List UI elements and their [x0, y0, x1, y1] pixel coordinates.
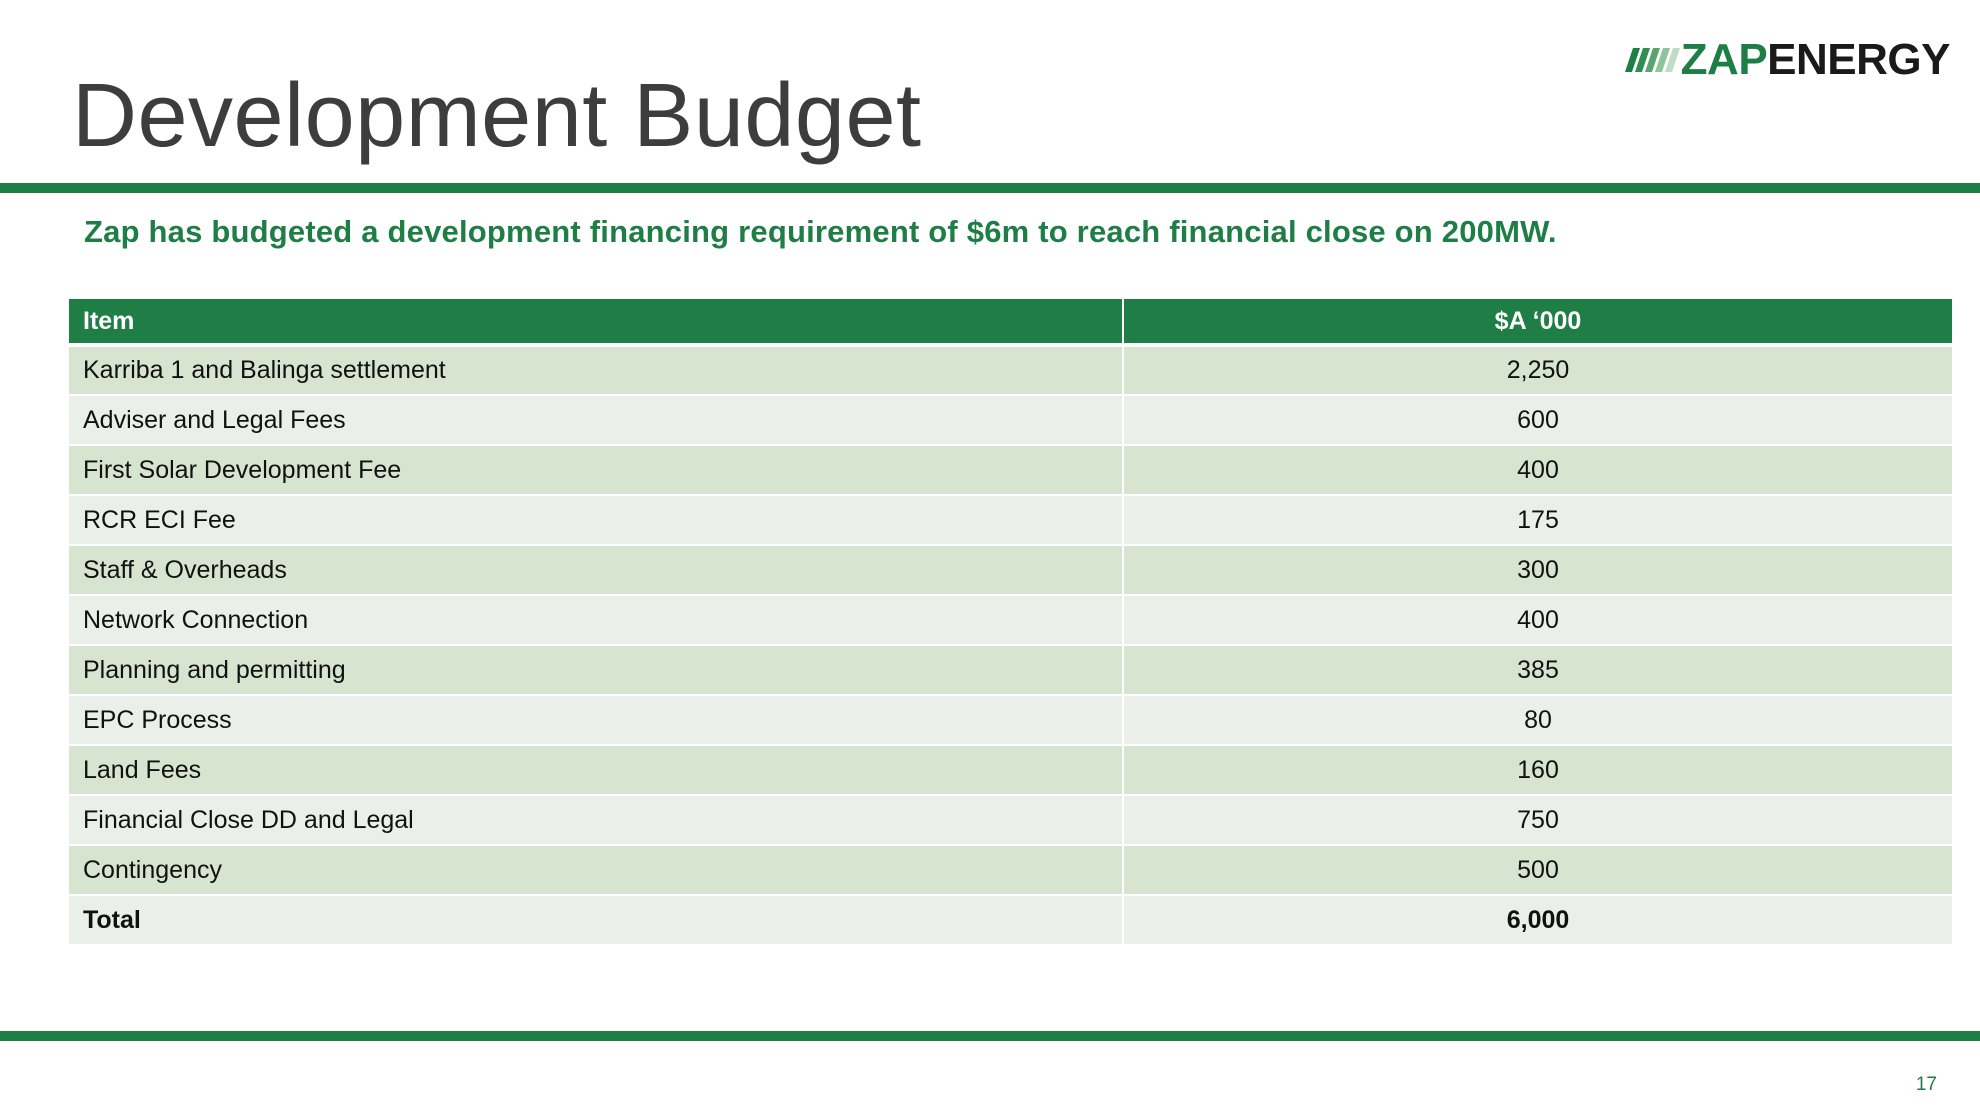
row-amount: 160	[1123, 745, 1952, 796]
row-amount: 400	[1123, 445, 1952, 496]
logo-energy-text: ENERGY	[1767, 35, 1950, 84]
row-amount: 300	[1123, 545, 1952, 596]
row-amount: 500	[1123, 845, 1952, 896]
row-item: Contingency	[69, 845, 1124, 896]
row-amount: 80	[1123, 695, 1952, 746]
header-divider	[0, 183, 1980, 193]
slide-subtitle: Zap has budgeted a development financing…	[84, 214, 1557, 249]
total-label: Total	[69, 894, 1124, 946]
header-item: Item	[69, 299, 1124, 347]
logo-zap-text: ZAP	[1680, 35, 1768, 84]
zapenergy-logo: ZAP ENERGY	[1624, 35, 1950, 84]
row-item: Land Fees	[69, 745, 1124, 796]
table-total-row: Total 6,000	[69, 894, 1952, 946]
row-amount: 2,250	[1123, 345, 1952, 396]
row-item: Adviser and Legal Fees	[69, 395, 1124, 446]
table-row: First Solar Development Fee 400	[69, 445, 1952, 496]
row-amount: 175	[1123, 495, 1952, 546]
table-row: RCR ECI Fee 175	[69, 495, 1952, 546]
row-item: Staff & Overheads	[69, 545, 1124, 596]
logo-stripes-icon	[1624, 48, 1680, 72]
budget-table: Item $A ‘000 Karriba 1 and Balinga settl…	[69, 299, 1952, 946]
total-amount: 6,000	[1123, 894, 1952, 946]
row-item: EPC Process	[69, 695, 1124, 746]
table-row: Land Fees 160	[69, 745, 1952, 796]
page-title: Development Budget	[72, 66, 922, 166]
row-amount: 400	[1123, 595, 1952, 646]
row-item: Planning and permitting	[69, 645, 1124, 696]
row-item: Network Connection	[69, 595, 1124, 646]
row-amount: 385	[1123, 645, 1952, 696]
header-amount: $A ‘000	[1123, 299, 1952, 347]
row-item: Financial Close DD and Legal	[69, 795, 1124, 846]
row-amount: 750	[1123, 795, 1952, 846]
row-item: First Solar Development Fee	[69, 445, 1124, 496]
table-row: EPC Process 80	[69, 695, 1952, 746]
table-row: Planning and permitting 385	[69, 645, 1952, 696]
table-row: Network Connection 400	[69, 595, 1952, 646]
table-row: Karriba 1 and Balinga settlement 2,250	[69, 345, 1952, 396]
page-number: 17	[1915, 1074, 1937, 1095]
table-row: Adviser and Legal Fees 600	[69, 395, 1952, 446]
row-amount: 600	[1123, 395, 1952, 446]
table-header-row: Item $A ‘000	[69, 299, 1952, 347]
footer-divider	[0, 1031, 1980, 1041]
row-item: Karriba 1 and Balinga settlement	[69, 345, 1124, 396]
table-row: Financial Close DD and Legal 750	[69, 795, 1952, 846]
table-row: Staff & Overheads 300	[69, 545, 1952, 596]
row-item: RCR ECI Fee	[69, 495, 1124, 546]
table-row: Contingency 500	[69, 845, 1952, 896]
